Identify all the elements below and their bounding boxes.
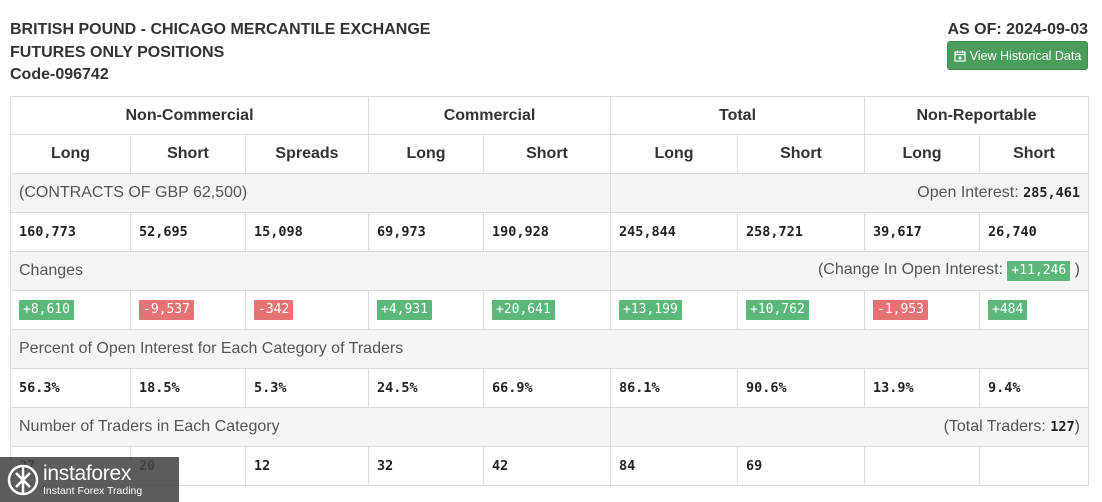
subheader-cell: Short [130,134,246,174]
contracts-label: (CONTRACTS OF GBP 62,500) [10,173,611,213]
change-oi-badge: +11,246 [1007,261,1071,281]
subheader-cell: Short [979,134,1089,174]
view-historical-data-button[interactable]: View Historical Data [947,41,1088,70]
change-cell: +20,641 [483,290,611,330]
change-badge: +13,199 [619,300,682,320]
report-title: BRITISH POUND - CHICAGO MERCANTILE EXCHA… [10,19,610,87]
changes-label: Changes [10,251,611,291]
cot-positions-table: Non-Commercial Commercial Total Non-Repo… [10,96,1089,486]
position-cell: 15,098 [245,212,369,252]
open-interest-label: Open Interest: [917,184,1019,201]
percent-label: Percent of Open Interest for Each Catego… [10,329,1089,369]
change-cell: +13,199 [610,290,738,330]
total-traders-value: 127 [1050,419,1075,435]
changes-band-row: Changes (Change In Open Interest: +11,24… [10,251,1089,291]
group-total: Total [610,96,865,135]
subheader-cell: Long [368,134,484,174]
group-non-commercial: Non-Commercial [10,96,369,135]
percent-cell: 56.3% [10,368,131,408]
logo-text: instaforex Instant Forex Trading [43,461,143,497]
traders-cell [864,446,980,486]
position-cell: 69,973 [368,212,484,252]
position-cell: 39,617 [864,212,980,252]
open-interest-cell: Open Interest: 285,461 [610,173,1089,213]
change-cell: -1,953 [864,290,980,330]
percent-row: 56.3% 18.5% 5.3% 24.5% 66.9% 86.1% 90.6%… [10,368,1089,408]
position-cell: 245,844 [610,212,738,252]
as-of-date: AS OF: 2024-09-03 [947,21,1088,38]
traders-cell: 84 [610,446,738,486]
total-traders-suffix: ) [1074,418,1080,435]
change-badge: -342 [254,300,294,320]
subheader-cell: Short [737,134,865,174]
group-non-reportable: Non-Reportable [864,96,1089,135]
percent-cell: 90.6% [737,368,865,408]
traders-label: Number of Traders in Each Category [10,407,611,447]
change-oi-suffix: ) [1074,261,1080,278]
change-badge: +4,931 [377,300,432,320]
logo-name: instaforex [43,461,132,485]
change-badge: +484 [988,300,1028,320]
traders-cell: 42 [483,446,611,486]
change-cell: +10,762 [737,290,865,330]
change-cell: +4,931 [368,290,484,330]
traders-cell: 32 [368,446,484,486]
traders-band-row: Number of Traders in Each Category (Tota… [10,407,1089,447]
percent-cell: 86.1% [610,368,738,408]
change-badge: +10,762 [746,300,809,320]
title-line-2: FUTURES ONLY POSITIONS [10,43,225,61]
subheader-cell: Long [610,134,738,174]
positions-row: 160,773 52,695 15,098 69,973 190,928 245… [10,212,1089,252]
percent-band-row: Percent of Open Interest for Each Catego… [10,329,1089,369]
view-historical-data-label: View Historical Data [969,48,1082,63]
change-badge: +8,610 [19,300,74,320]
percent-cell: 18.5% [130,368,246,408]
logo-tagline: Instant Forex Trading [43,484,143,497]
change-badge: -1,953 [873,300,928,320]
open-interest-value: 285,461 [1023,185,1080,201]
subheader-cell: Spreads [245,134,369,174]
percent-cell: 9.4% [979,368,1089,408]
position-cell: 26,740 [979,212,1089,252]
instaforex-logo: instaforex Instant Forex Trading [0,457,179,502]
subheader-cell: Long [864,134,980,174]
percent-cell: 5.3% [245,368,369,408]
position-cell: 160,773 [10,212,131,252]
title-line-3: Code-096742 [10,66,109,83]
subheader-cell: Long [10,134,131,174]
percent-cell: 24.5% [368,368,484,408]
subheader-row: Long Short Spreads Long Short Long Short… [10,134,1089,174]
subheader-cell: Short [483,134,611,174]
contracts-band-row: (CONTRACTS OF GBP 62,500) Open Interest:… [10,173,1089,213]
change-cell: -9,537 [130,290,246,330]
position-cell: 190,928 [483,212,611,252]
change-open-interest-cell: (Change In Open Interest: +11,246 ) [610,251,1089,291]
title-line-1: BRITISH POUND - CHICAGO MERCANTILE EXCHA… [10,21,431,38]
position-cell: 52,695 [130,212,246,252]
change-badge: +20,641 [492,300,555,320]
traders-cell [979,446,1089,486]
position-cell: 258,721 [737,212,865,252]
change-cell: -342 [245,290,369,330]
change-badge: -9,537 [139,300,194,320]
total-traders-prefix: (Total Traders: [943,418,1046,435]
change-oi-prefix: (Change In Open Interest: [817,261,1003,278]
instaforex-mark-icon [7,464,39,495]
calendar-plus-icon [954,50,966,62]
percent-cell: 66.9% [483,368,611,408]
percent-cell: 13.9% [864,368,980,408]
group-commercial: Commercial [368,96,611,135]
change-cell: +8,610 [10,290,131,330]
traders-cell: 12 [245,446,369,486]
group-header-row: Non-Commercial Commercial Total Non-Repo… [10,96,1089,135]
total-traders-cell: (Total Traders: 127) [610,407,1089,447]
changes-row: +8,610 -9,537 -342 +4,931 +20,641 +13,19… [10,290,1089,330]
change-cell: +484 [979,290,1089,330]
traders-cell: 69 [737,446,865,486]
